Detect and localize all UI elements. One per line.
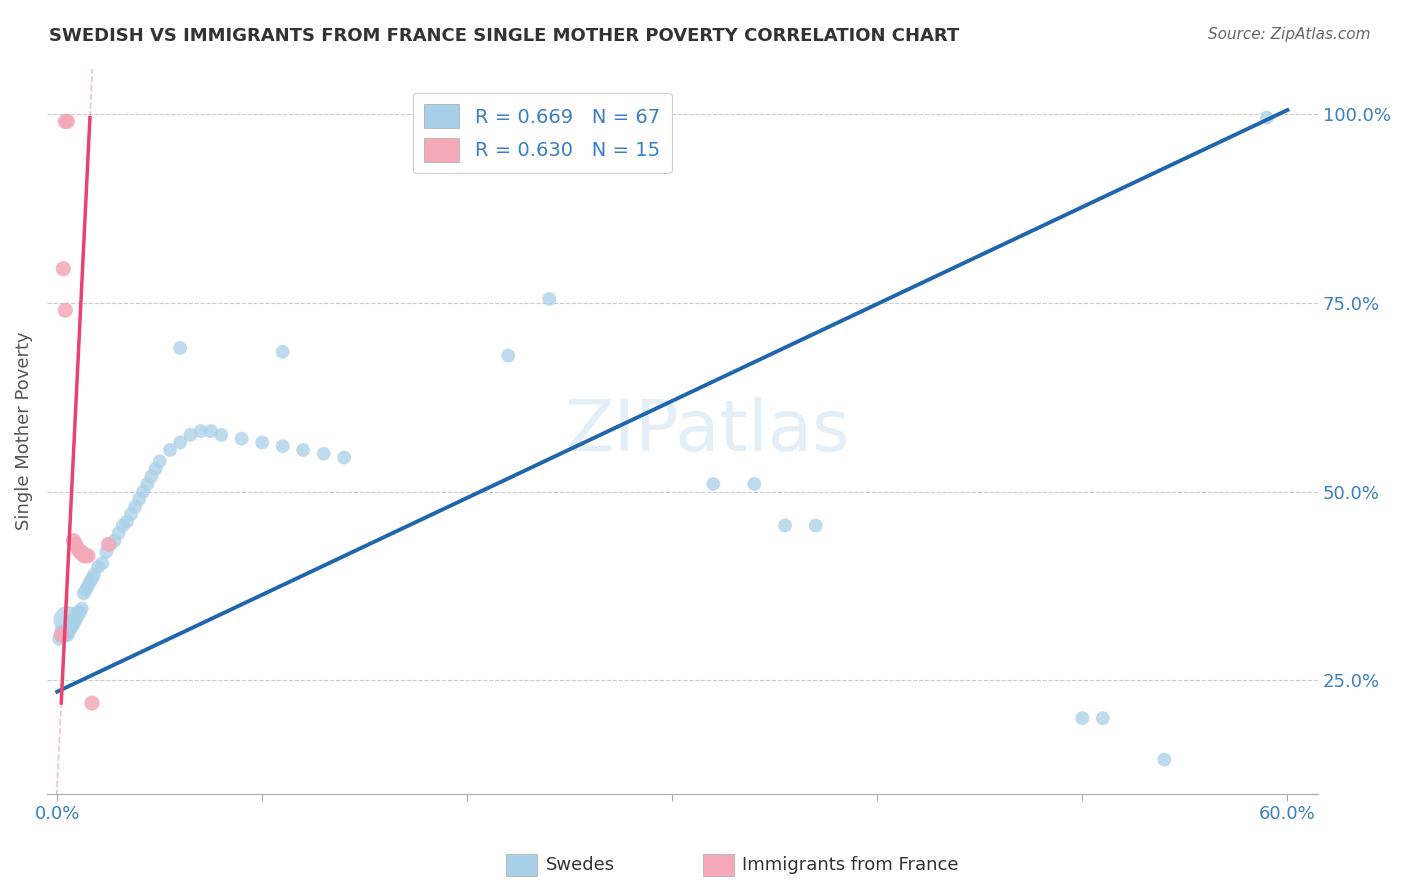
Point (250, 435, 273, 450)
Point (80, 696, 103, 710)
Point (53, 628, 76, 642)
Point (51, 624, 73, 639)
Point (52, 261, 75, 276)
Point (62, 533, 84, 548)
Point (69, 606, 91, 620)
Point (145, 462, 167, 476)
Point (702, 477, 724, 491)
Point (70, 601, 93, 615)
Point (103, 533, 125, 548)
Point (66, 541, 89, 556)
Point (200, 424, 222, 438)
Point (56, 628, 79, 642)
Point (149, 454, 172, 468)
Point (496, 349, 519, 363)
Point (53, 624, 76, 639)
Point (58, 620, 80, 634)
Point (132, 484, 155, 499)
Point (312, 447, 335, 461)
Point (115, 515, 138, 529)
Text: ZIPatlas: ZIPatlas (565, 397, 851, 466)
Point (70, 545, 93, 559)
Point (159, 442, 181, 457)
Text: SWEDISH VS IMMIGRANTS FROM FRANCE SINGLE MOTHER POVERTY CORRELATION CHART: SWEDISH VS IMMIGRANTS FROM FRANCE SINGLE… (49, 27, 959, 45)
Point (56, 114, 79, 128)
Point (190, 424, 212, 438)
Point (96, 545, 118, 559)
Point (169, 435, 191, 450)
Point (56, 626, 79, 640)
Point (51, 628, 73, 642)
Point (136, 477, 159, 491)
Point (62, 613, 84, 627)
Point (60, 620, 83, 634)
Point (141, 469, 163, 483)
Point (742, 477, 765, 491)
Point (62, 616, 84, 631)
Point (73, 586, 96, 600)
Point (75, 549, 97, 563)
Point (53, 114, 76, 128)
Point (52, 626, 75, 640)
Point (1091, 711, 1114, 725)
Point (48, 632, 70, 646)
Point (65, 537, 87, 551)
Text: Source: ZipAtlas.com: Source: ZipAtlas.com (1208, 27, 1371, 42)
Point (52, 630, 75, 644)
Point (91, 556, 114, 570)
Point (73, 549, 96, 563)
Point (66, 609, 89, 624)
Point (773, 518, 796, 533)
Point (100, 537, 122, 551)
Point (120, 507, 142, 521)
Point (271, 439, 294, 453)
Text: Immigrants from France: Immigrants from France (742, 856, 959, 874)
Point (271, 344, 294, 359)
Point (124, 500, 146, 514)
Point (66, 606, 89, 620)
Point (77, 549, 100, 563)
Point (804, 518, 827, 533)
Point (1256, 111, 1278, 125)
Point (80, 571, 103, 585)
Point (169, 341, 191, 355)
Point (83, 567, 105, 582)
Point (333, 450, 356, 465)
Y-axis label: Single Mother Poverty: Single Mother Poverty (15, 332, 32, 531)
Point (77, 579, 100, 593)
Point (1153, 753, 1175, 767)
Text: Swedes: Swedes (546, 856, 614, 874)
Point (292, 442, 315, 457)
Point (87, 560, 110, 574)
Point (75, 582, 97, 597)
Point (538, 292, 561, 306)
Point (53, 303, 76, 318)
Point (79, 575, 101, 590)
Point (69, 545, 91, 559)
Point (51, 628, 73, 642)
Point (231, 432, 253, 446)
Point (179, 428, 201, 442)
Point (128, 492, 150, 507)
Point (1071, 711, 1094, 725)
Point (65, 613, 87, 627)
Legend: R = 0.669   N = 67, R = 0.630   N = 15: R = 0.669 N = 67, R = 0.630 N = 15 (412, 93, 672, 173)
Point (60, 616, 83, 631)
Point (209, 428, 232, 442)
Point (56, 613, 79, 627)
Point (107, 526, 129, 541)
Point (97, 537, 120, 551)
Point (111, 518, 134, 533)
Point (58, 624, 80, 639)
